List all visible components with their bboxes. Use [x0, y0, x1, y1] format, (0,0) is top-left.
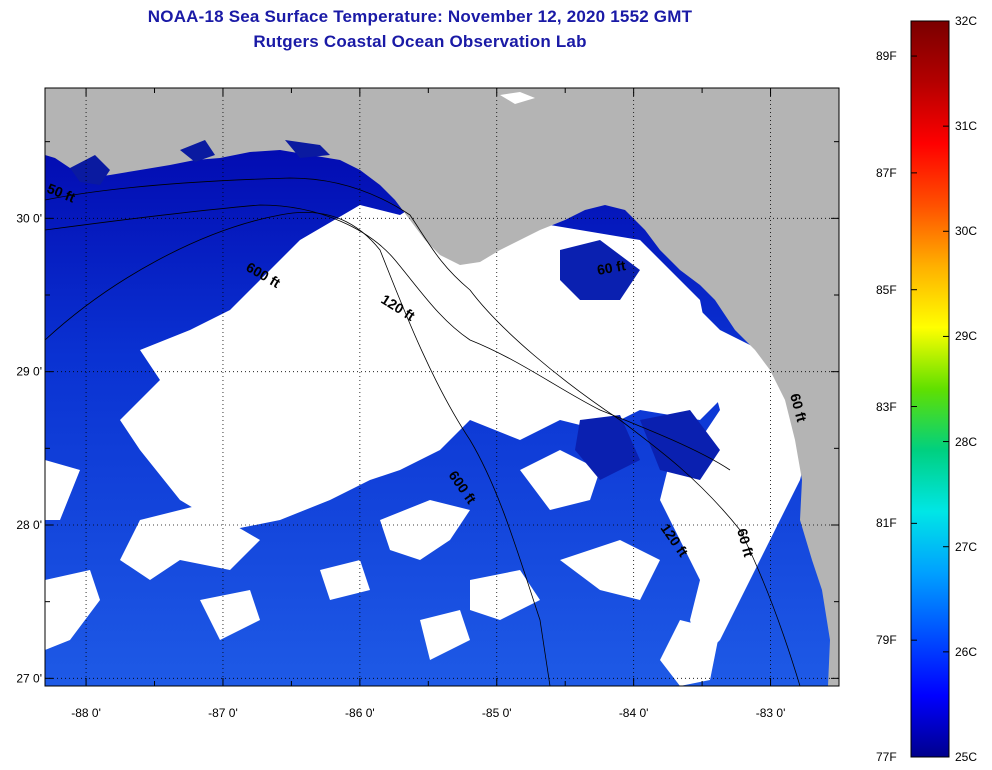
colorbar-fahrenheit-label: 83F [876, 399, 897, 414]
colorbar-fahrenheit-label: 77F [876, 750, 897, 764]
colorbar-fahrenheit-label: 89F [876, 49, 897, 64]
colorbar-celsius-label: 31C [955, 119, 978, 134]
contour-label: 60 ft [787, 392, 810, 424]
contour-label: 60 ft [734, 527, 757, 559]
lat-lon-grid [45, 88, 839, 686]
colorbar-celsius-label: 27C [955, 539, 978, 554]
map-subtitle: Rutgers Coastal Ocean Observation Lab [253, 32, 587, 51]
lat-tick-label: 30 0' [16, 211, 42, 225]
colorbar-fahrenheit-label: 79F [876, 633, 897, 648]
lon-tick-label: -85 0' [482, 706, 512, 720]
lat-tick-label: 28 0' [16, 518, 42, 532]
colorbar-celsius-label: 30C [955, 224, 978, 239]
land [45, 88, 839, 686]
lat-tick-label: 27 0' [16, 671, 42, 685]
colorbar [910, 20, 950, 758]
colorbar-celsius-label: 25C [955, 750, 978, 764]
cloud-cover [45, 190, 810, 686]
latitude-labels: 30 0' 29 0' 28 0' 27 0' [16, 211, 42, 685]
colorbar-celsius-label: 29C [955, 329, 978, 344]
lon-tick-label: -86 0' [345, 706, 375, 720]
depth-contours [45, 177, 801, 686]
axis-ticks [45, 88, 840, 686]
map-title: NOAA-18 Sea Surface Temperature: Novembe… [147, 7, 693, 26]
colorbar-celsius-label: 32C [955, 14, 978, 28]
colorbar-fahrenheit-label: 87F [876, 165, 897, 180]
lat-tick-label: 29 0' [16, 365, 42, 379]
colorbar-fahrenheit-label: 85F [876, 282, 897, 297]
land-cloud-patch [500, 92, 535, 104]
lon-tick-label: -88 0' [71, 706, 101, 720]
colorbar-fahrenheit-label: 81F [876, 516, 897, 531]
plot-frame [44, 87, 840, 687]
colorbar-ticks [911, 20, 949, 758]
colorbar-celsius-label: 26C [955, 644, 978, 659]
coastal-bays [70, 140, 330, 185]
lon-tick-label: -87 0' [208, 706, 238, 720]
colorbar-celsius-label: 28C [955, 434, 978, 449]
lon-tick-label: -83 0' [756, 706, 786, 720]
lon-tick-label: -84 0' [619, 706, 649, 720]
longitude-labels: -88 0' -87 0' -86 0' -85 0' -84 0' -83 0' [71, 706, 785, 720]
contour-label: 60 ft [596, 257, 627, 278]
